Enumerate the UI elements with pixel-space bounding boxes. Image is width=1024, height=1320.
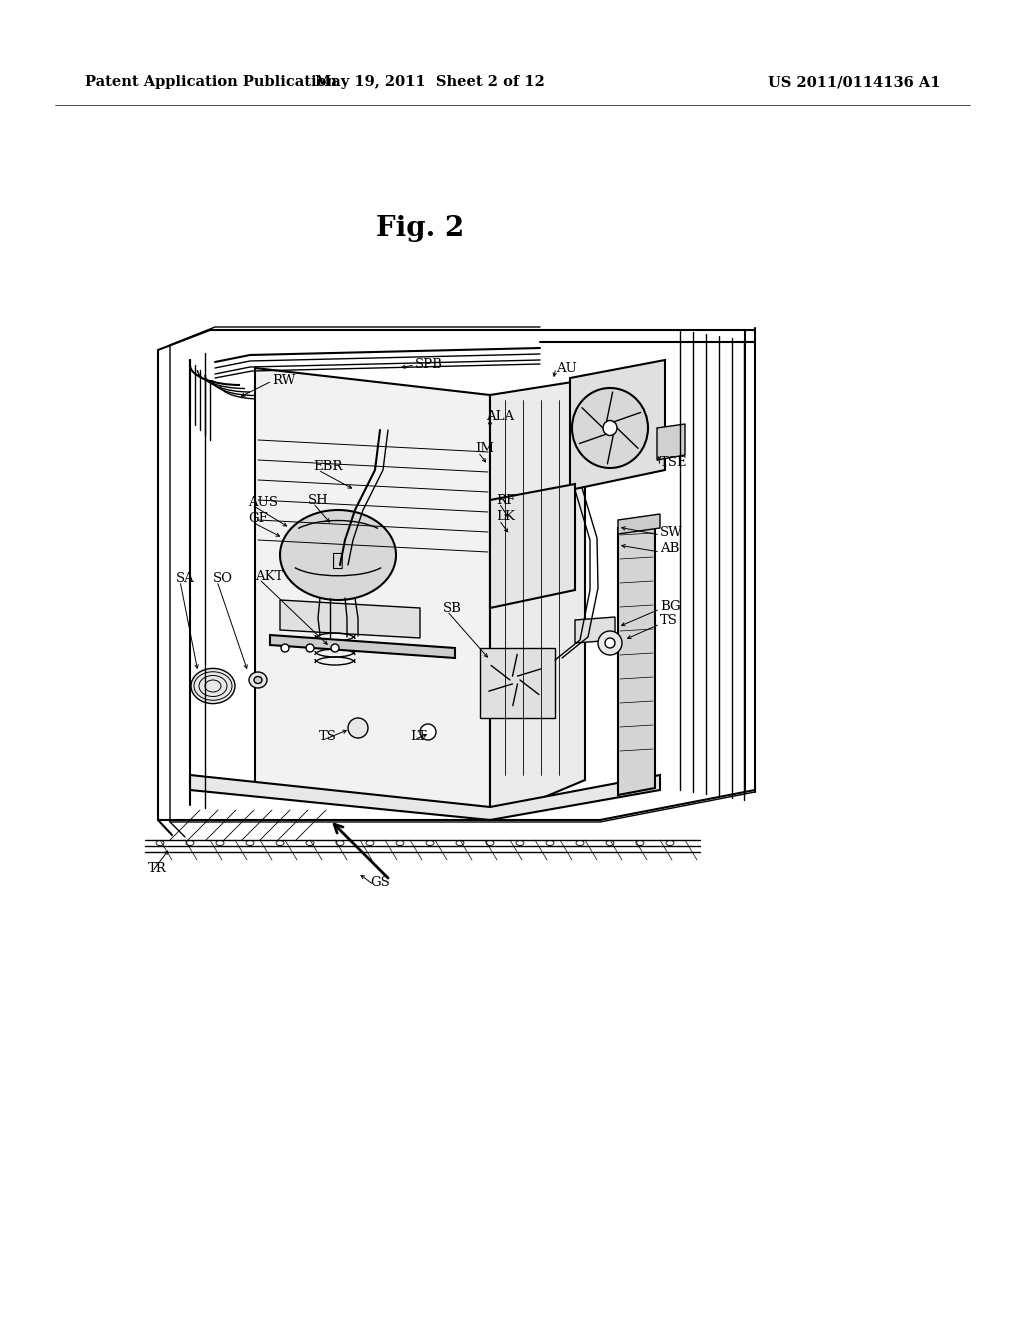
Ellipse shape xyxy=(486,841,494,846)
Text: Fig. 2: Fig. 2 xyxy=(376,214,464,242)
Circle shape xyxy=(348,718,368,738)
Polygon shape xyxy=(490,484,575,609)
Text: May 19, 2011  Sheet 2 of 12: May 19, 2011 Sheet 2 of 12 xyxy=(315,75,545,88)
Text: SW: SW xyxy=(660,525,683,539)
Text: EBR: EBR xyxy=(313,461,342,474)
Ellipse shape xyxy=(366,841,374,846)
Ellipse shape xyxy=(456,841,464,846)
Text: RF: RF xyxy=(496,494,515,507)
Ellipse shape xyxy=(516,841,524,846)
Text: GS: GS xyxy=(370,875,390,888)
Text: SB: SB xyxy=(443,602,462,615)
Polygon shape xyxy=(657,424,685,459)
Text: SO: SO xyxy=(213,572,233,585)
Text: SPB: SPB xyxy=(415,359,442,371)
Circle shape xyxy=(420,723,436,741)
Text: BG: BG xyxy=(660,599,681,612)
Polygon shape xyxy=(618,513,660,535)
Circle shape xyxy=(306,644,314,652)
Text: ꩜: ꩜ xyxy=(332,550,344,569)
Ellipse shape xyxy=(306,841,314,846)
Text: RW: RW xyxy=(272,375,295,388)
Polygon shape xyxy=(575,616,615,643)
Ellipse shape xyxy=(483,651,547,709)
Polygon shape xyxy=(480,648,555,718)
Text: Patent Application Publication: Patent Application Publication xyxy=(85,75,337,88)
Text: AUS: AUS xyxy=(248,495,278,508)
Text: GF: GF xyxy=(248,512,267,525)
Ellipse shape xyxy=(156,841,164,846)
Ellipse shape xyxy=(426,841,434,846)
Text: LT: LT xyxy=(410,730,427,743)
Ellipse shape xyxy=(603,421,617,436)
Circle shape xyxy=(281,644,289,652)
Text: TSE: TSE xyxy=(660,457,687,470)
Ellipse shape xyxy=(572,388,648,469)
Text: TS: TS xyxy=(660,615,678,627)
Text: AB: AB xyxy=(660,543,679,556)
Polygon shape xyxy=(255,368,490,820)
Ellipse shape xyxy=(249,672,267,688)
Polygon shape xyxy=(570,360,665,490)
Circle shape xyxy=(598,631,622,655)
Ellipse shape xyxy=(336,841,344,846)
Text: SA: SA xyxy=(176,572,195,585)
Ellipse shape xyxy=(186,841,194,846)
Text: US 2011/0114136 A1: US 2011/0114136 A1 xyxy=(768,75,940,88)
Circle shape xyxy=(605,638,615,648)
Ellipse shape xyxy=(606,841,614,846)
Text: TS: TS xyxy=(319,730,337,743)
Polygon shape xyxy=(270,635,455,657)
Text: LK: LK xyxy=(496,511,515,524)
Ellipse shape xyxy=(666,841,674,846)
Polygon shape xyxy=(280,601,420,638)
Polygon shape xyxy=(490,380,585,820)
Ellipse shape xyxy=(254,676,262,684)
Polygon shape xyxy=(618,521,655,795)
Text: AKT: AKT xyxy=(255,569,284,582)
Ellipse shape xyxy=(246,841,254,846)
Polygon shape xyxy=(190,775,660,820)
Text: SH: SH xyxy=(308,494,329,507)
Ellipse shape xyxy=(510,676,520,685)
Ellipse shape xyxy=(280,510,396,601)
Text: ALA: ALA xyxy=(486,409,514,422)
Text: AU: AU xyxy=(556,362,577,375)
Ellipse shape xyxy=(191,668,234,704)
Ellipse shape xyxy=(216,841,224,846)
Ellipse shape xyxy=(276,841,284,846)
Ellipse shape xyxy=(575,841,584,846)
Text: IM: IM xyxy=(475,442,494,455)
Text: TR: TR xyxy=(148,862,167,875)
Ellipse shape xyxy=(636,841,644,846)
Ellipse shape xyxy=(546,841,554,846)
Ellipse shape xyxy=(396,841,404,846)
Circle shape xyxy=(331,644,339,652)
